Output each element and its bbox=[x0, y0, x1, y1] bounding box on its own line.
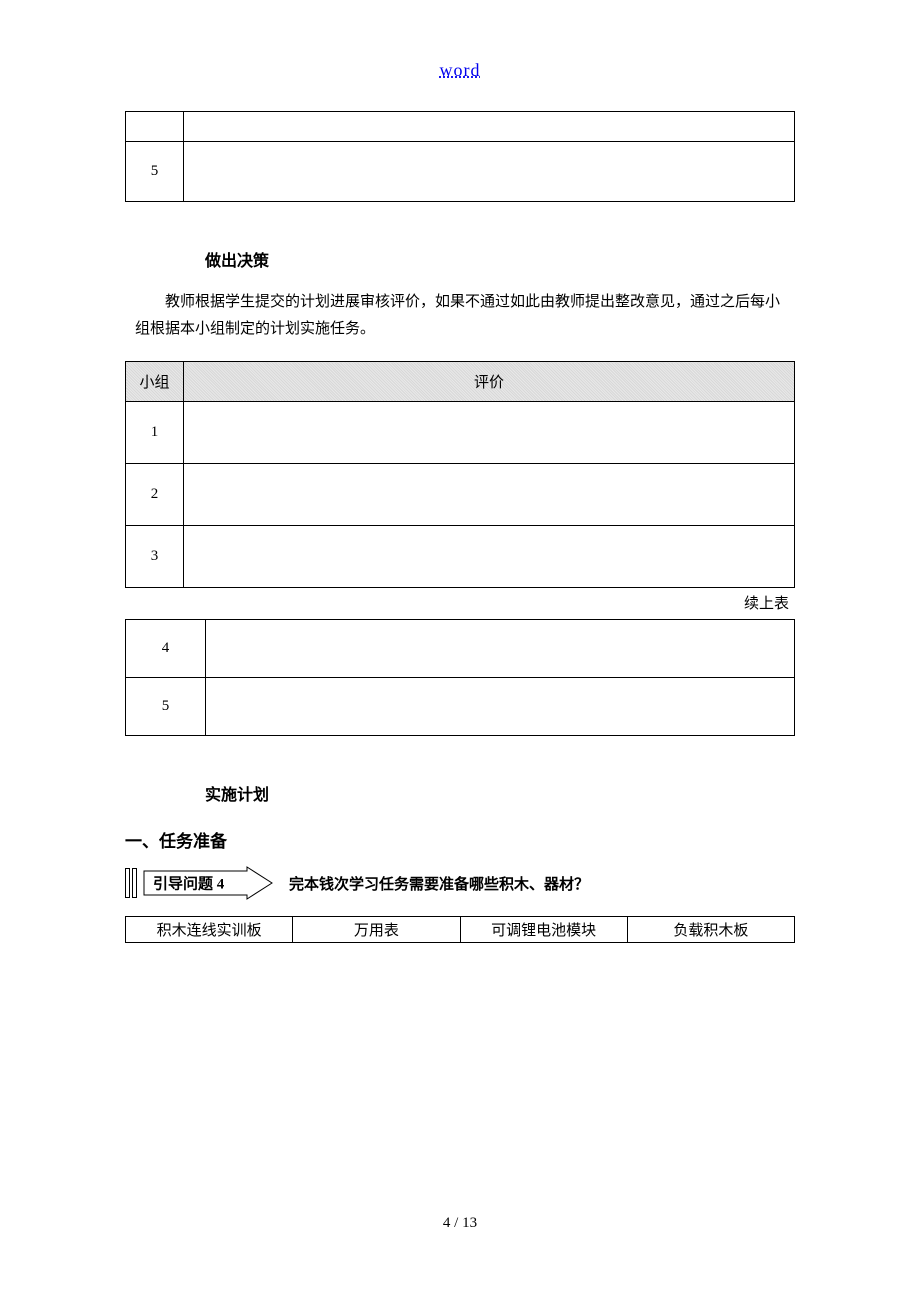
table-cell: 2 bbox=[126, 464, 184, 526]
table-cell bbox=[206, 620, 795, 678]
table-cell: 1 bbox=[126, 402, 184, 464]
table-cell: 积木连线实训板 bbox=[126, 917, 293, 943]
page-total: 13 bbox=[462, 1215, 477, 1231]
guide-question-block: 引导问题 4 完本钱次学习任务需要准备哪些积木、器材？ bbox=[125, 866, 795, 900]
sub-heading-prep: 一、任务准备 bbox=[125, 827, 795, 852]
top-partial-table: 5 bbox=[125, 111, 795, 202]
continuation-table: 4 5 bbox=[125, 619, 795, 736]
guide-label: 引导问题 4 bbox=[153, 873, 224, 894]
decorative-bars-icon bbox=[125, 868, 137, 898]
table-cell bbox=[184, 142, 795, 202]
table-cell bbox=[184, 402, 795, 464]
header-link: word bbox=[125, 60, 795, 81]
table-cell: 万用表 bbox=[293, 917, 460, 943]
continue-table-label: 续上表 bbox=[125, 592, 789, 613]
guide-question-text: 完本钱次学习任务需要准备哪些积木、器材？ bbox=[289, 873, 589, 894]
page-footer: 4 / 13 bbox=[0, 1215, 920, 1232]
arrow-label-shape: 引导问题 4 bbox=[143, 866, 273, 900]
table-cell: 可调锂电池模块 bbox=[460, 917, 627, 943]
header-link-text[interactable]: word bbox=[440, 60, 481, 80]
table-cell bbox=[184, 526, 795, 588]
table-cell: 4 bbox=[126, 620, 206, 678]
table-cell bbox=[184, 464, 795, 526]
table-cell bbox=[206, 678, 795, 736]
section-body-text: 教师根据学生提交的计划进展审核评价，如果不通过如此由教师提出整改意见，通过之后每… bbox=[135, 289, 785, 343]
table-cell bbox=[184, 112, 795, 142]
table-cell: 负载积木板 bbox=[627, 917, 794, 943]
materials-table: 积木连线实训板 万用表 可调锂电池模块 负载积木板 bbox=[125, 916, 795, 943]
section-title-plan: 实施计划 bbox=[205, 781, 795, 805]
table-header-group: 小组 bbox=[126, 362, 184, 402]
page-sep: / bbox=[450, 1215, 462, 1231]
table-header-eval: 评价 bbox=[184, 362, 795, 402]
table-cell: 3 bbox=[126, 526, 184, 588]
evaluation-table: 小组 评价 1 2 3 bbox=[125, 361, 795, 588]
table-cell: 5 bbox=[126, 142, 184, 202]
table-cell bbox=[126, 112, 184, 142]
table-cell: 5 bbox=[126, 678, 206, 736]
section-title-decision: 做出决策 bbox=[205, 247, 795, 271]
